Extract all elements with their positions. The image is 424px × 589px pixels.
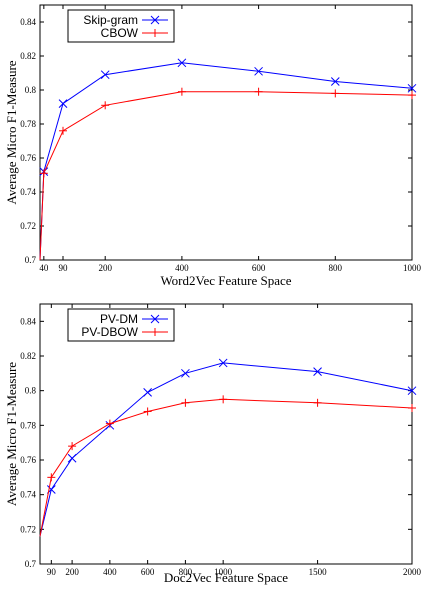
doc2vec-chart: 0.7 0.72 0.74 0.76 0.78 0.8 0.82 0.84 90 200 400 60… (4, 303, 422, 585)
x-tick-label: 200 (65, 567, 79, 577)
x-tick-label: 90 (47, 567, 57, 577)
word2vec-plot-frame (39, 4, 413, 261)
x-tick-label: 1500 (309, 567, 328, 577)
x-tick-label: 600 (252, 263, 266, 273)
x-tick-label: 400 (175, 263, 189, 273)
legend-label: Skip-gram (83, 13, 138, 27)
x-axis-title: Word2Vec Feature Space (160, 273, 291, 288)
y-tick-label: 0.78 (20, 119, 36, 129)
y-tick-label: 0.84 (20, 316, 36, 326)
x-tick-label: 600 (141, 567, 155, 577)
data-point-pv-dbow (143, 407, 152, 416)
data-point-pv-dm (407, 386, 417, 396)
x-tick-label: 90 (59, 263, 69, 273)
data-point-pv-dm (143, 388, 152, 397)
x-tick-label: 1000 (403, 263, 422, 273)
y-tick-label: 0.7 (25, 255, 37, 265)
y-axis-title: Average Micro F1-Measure (4, 362, 19, 506)
y-tick-label: 0.84 (20, 17, 36, 27)
legend-marker (150, 15, 160, 25)
data-point-skip-gram (330, 77, 340, 86)
y-tick-label: 0.8 (25, 85, 37, 95)
x-tick-label: 1000 (214, 567, 233, 577)
data-point-cbow (254, 87, 263, 96)
legend-box (67, 308, 175, 342)
x-axis-title: Doc2Vec Feature Space (164, 570, 288, 585)
data-point-cbow (101, 101, 110, 110)
legend-label: PV-DBOW (81, 325, 138, 339)
data-point-skip-gram (177, 58, 187, 68)
data-point-pv-dbow (219, 395, 228, 404)
data-point-skip-gram (254, 66, 263, 76)
x-tick-label: 400 (103, 567, 117, 577)
y-tick-label: 0.72 (20, 524, 36, 534)
y-tick-label: 0.8 (25, 386, 37, 396)
y-tick-label: 0.74 (20, 187, 36, 197)
y-tick-label: 0.72 (20, 221, 36, 231)
legend-label: CBOW (101, 26, 139, 40)
y-tick-label: 0.76 (20, 153, 36, 163)
x-tick-label: 200 (98, 263, 112, 273)
data-point-pv-dbow (181, 398, 190, 407)
y-tick-label: 0.76 (20, 455, 36, 465)
x-tick-label: 40 (39, 263, 49, 273)
series-line-pv-dbow (39, 398, 413, 537)
legend-label: PV-DM (100, 312, 138, 326)
legend-marker (150, 314, 160, 324)
series-line-skip-gram (39, 62, 413, 261)
x-tick-label: 800 (329, 263, 343, 273)
data-point-pv-dbow (68, 442, 77, 451)
data-point-pv-dbow (47, 473, 56, 482)
data-point-pv-dbow (105, 419, 114, 428)
data-point-skip-gram (58, 99, 68, 108)
series-line-pv-dm (39, 362, 413, 537)
data-point-cbow (408, 91, 416, 100)
data-point-cbow (177, 87, 186, 96)
y-tick-label: 0.74 (20, 490, 36, 500)
data-point-skip-gram (407, 83, 417, 93)
series-line-cbow (39, 91, 413, 261)
data-point-skip-gram (100, 70, 110, 80)
data-point-cbow (39, 169, 48, 178)
data-point-pv-dbow (408, 404, 416, 412)
word2vec-chart: 0.7 0.72 0.74 0.76 0.78 0.8 0.82 0.84 40 90 200 400… (4, 4, 422, 288)
data-point-pv-dbow (313, 398, 322, 407)
y-tick-label: 0.82 (20, 51, 36, 61)
data-point-cbow (59, 126, 68, 135)
x-tick-label: 800 (179, 567, 193, 577)
data-point-pv-dm (67, 453, 77, 463)
y-tick-label: 0.78 (20, 420, 36, 430)
y-tick-label: 0.7 (25, 559, 37, 569)
data-point-cbow (331, 89, 340, 98)
x-tick-label: 2000 (403, 567, 422, 577)
legend-box (67, 9, 175, 43)
y-axis-title: Average Micro F1-Measure (4, 60, 19, 204)
data-point-pv-dm (313, 367, 322, 376)
doc2vec-plot-frame (39, 303, 413, 565)
data-point-pv-dm (218, 358, 228, 368)
y-tick-label: 0.82 (20, 351, 36, 361)
data-point-pv-dm (181, 368, 190, 378)
